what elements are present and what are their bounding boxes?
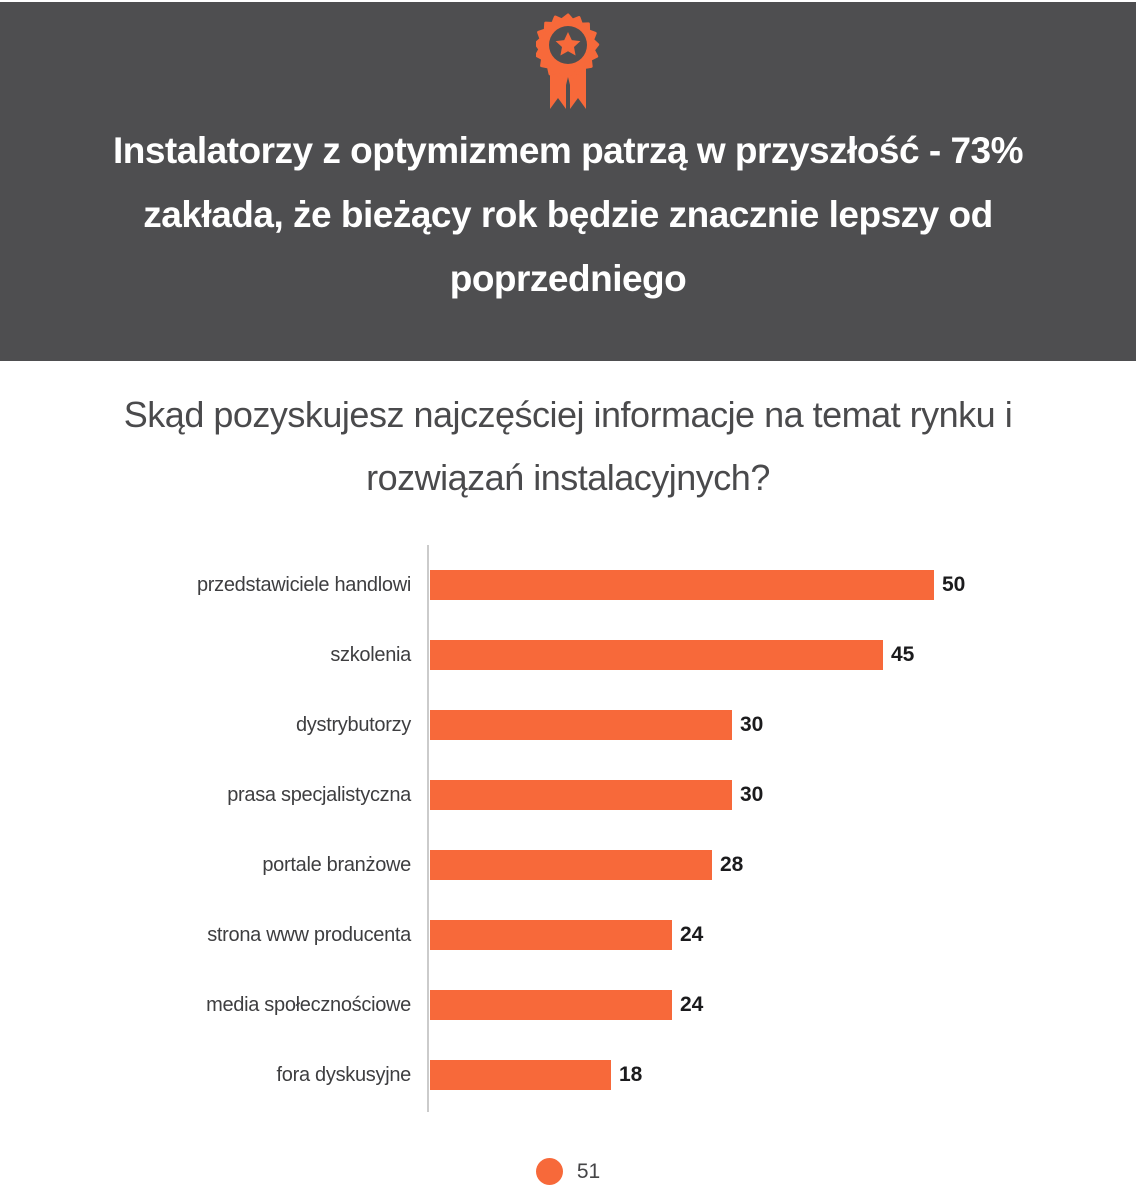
category-label: portale branżowe — [262, 854, 411, 876]
category-label: dystrybutorzy — [295, 714, 411, 736]
bar — [430, 780, 732, 810]
category-label: media społecznościowe — [206, 994, 411, 1016]
bar-row: strona www producenta 24 — [0, 920, 1136, 950]
legend-circle-marker — [535, 1157, 563, 1185]
bar — [430, 570, 934, 600]
title-line: poprzedniego — [449, 258, 687, 299]
value-label: 50 — [942, 573, 966, 596]
legend: 51 — [0, 1156, 1136, 1186]
bar — [430, 640, 883, 670]
category-label: szkolenia — [330, 644, 411, 666]
y-axis-line — [427, 545, 429, 1112]
value-label: 24 — [680, 923, 704, 946]
category-label: strona www producenta — [207, 924, 411, 946]
value-label: 30 — [740, 783, 764, 806]
value-label: 45 — [891, 643, 915, 666]
bar-row: fora dyskusyjne 18 — [0, 1060, 1136, 1090]
value-label: 30 — [740, 713, 764, 736]
bar-row: prasa specjalistyczna 30 — [0, 780, 1136, 810]
bar — [430, 710, 732, 740]
value-label: 24 — [680, 993, 704, 1016]
category-label: fora dyskusyjne — [276, 1064, 412, 1086]
award-ribbon-icon — [536, 13, 600, 109]
question-line: rozwiązań instalacyjnych? — [366, 457, 770, 498]
chart-question-heading: Skąd pozyskujesz najczęściej informacje … — [0, 383, 1136, 509]
bar-row: przedstawiciele handlowi 50 — [0, 570, 1136, 600]
category-label: prasa specjalistyczna — [227, 784, 411, 806]
value-label: 18 — [619, 1063, 643, 1086]
category-label: przedstawiciele handlowi — [196, 574, 411, 596]
title-line: Instalatorzy z optymizmem patrzą w przys… — [112, 130, 1024, 171]
bar — [430, 1060, 611, 1090]
bar — [430, 850, 712, 880]
value-label: 28 — [720, 853, 744, 876]
bar — [430, 920, 672, 950]
question-line: Skąd pozyskujesz najczęściej informacje … — [123, 394, 1013, 435]
bar-row: szkolenia 45 — [0, 640, 1136, 670]
title-line: zakłada, że bieżący rok będzie znacznie … — [143, 194, 993, 235]
page-title: Instalatorzy z optymizmem patrzą w przys… — [0, 119, 1136, 311]
bar-row: portale branżowe 28 — [0, 850, 1136, 880]
bar-chart: przedstawiciele handlowi 50 szkolenia 45 dys… — [0, 545, 1136, 1112]
header-banner: Instalatorzy z optymizmem patrzą w przys… — [0, 2, 1136, 361]
bar — [430, 990, 672, 1020]
bar-row: dystrybutorzy 30 — [0, 710, 1136, 740]
bar-row: media społecznościowe 24 — [0, 990, 1136, 1020]
legend-label: 51 — [576, 1159, 601, 1183]
